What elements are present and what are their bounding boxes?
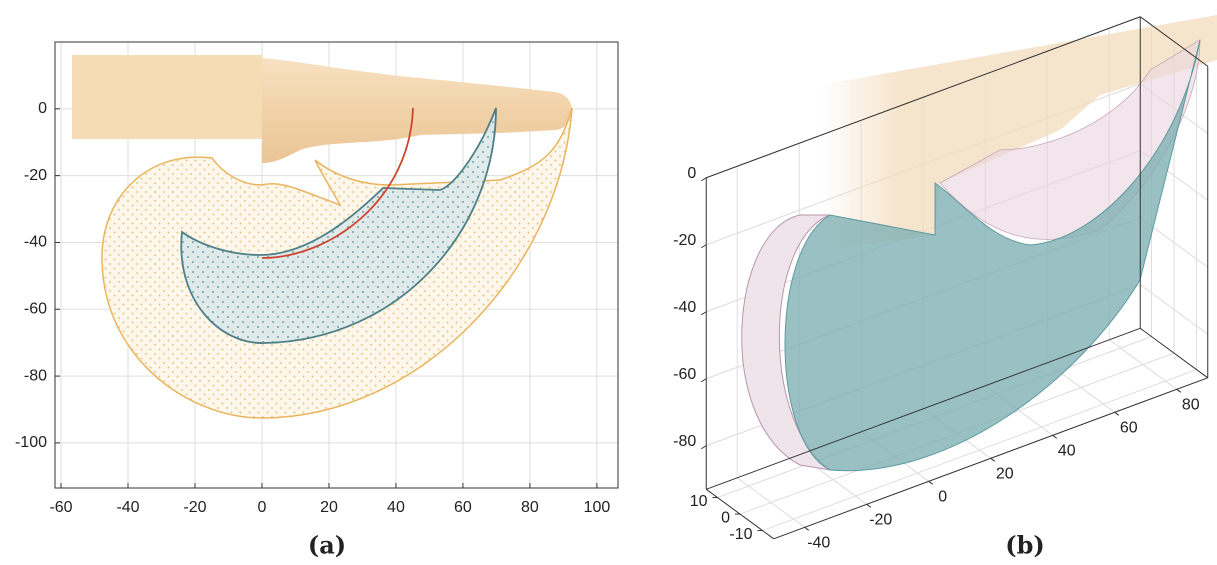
z-tick <box>701 245 706 248</box>
y-tick-label: -20 <box>24 167 47 184</box>
y-tick-label: -60 <box>24 300 47 317</box>
x-tick-label: -40 <box>116 499 139 516</box>
x-tick-label: 40 <box>1058 443 1076 460</box>
x-tick-label: 20 <box>996 466 1014 483</box>
x-tick <box>1115 412 1119 415</box>
x-tick <box>929 481 933 484</box>
x-tick-label: -20 <box>183 499 206 516</box>
x-tick-label: 60 <box>1120 420 1138 437</box>
x-tick <box>1053 435 1057 438</box>
finger-base <box>72 55 262 139</box>
z-tick-label: -80 <box>673 433 696 450</box>
x-tick-label: 80 <box>521 499 539 516</box>
caption: (b) <box>1005 531 1045 560</box>
x-tick-label: 80 <box>1182 397 1200 414</box>
z-tick-label: -20 <box>673 232 696 249</box>
x-tick <box>867 504 871 507</box>
x-tick-label: -60 <box>49 499 72 516</box>
figure: (a) -60-40-200204060801000-20-40-60-80-1… <box>0 0 1217 565</box>
y-tick-label: 10 <box>690 493 708 510</box>
z-tick <box>701 379 706 382</box>
y-tick-label: -80 <box>24 367 47 384</box>
z-tick-label: -60 <box>673 366 696 383</box>
y-tick-label: 0 <box>721 509 730 526</box>
x-tick-label: 100 <box>584 499 611 516</box>
x-tick-label: -20 <box>869 512 892 529</box>
x-tick-label: 0 <box>258 499 267 516</box>
x-tick-label: 0 <box>938 489 947 506</box>
z-tick-label: 0 <box>687 165 696 182</box>
x-tick-label: 40 <box>387 499 405 516</box>
caption: (a) <box>308 531 346 560</box>
y-tick-label: -40 <box>24 234 47 251</box>
z-tick-label: -40 <box>673 299 696 316</box>
panel-a: (a) -60 -40 -20 0 20 40 60 80 100 0 -20 -40 -60 -80 -1… <box>15 42 618 560</box>
z-tick <box>701 312 706 315</box>
x-tick-label: -40 <box>807 535 830 552</box>
x-tick-label: 60 <box>454 499 472 516</box>
y-tick-label: -100 <box>15 434 47 451</box>
x-tick <box>805 527 809 530</box>
x-tick <box>1177 389 1181 392</box>
y-tick-label: -10 <box>729 526 752 543</box>
z-tick <box>701 178 706 181</box>
x-tick-label: 20 <box>320 499 338 516</box>
x-tick <box>991 458 995 461</box>
z-tick <box>701 446 706 449</box>
y-tick-label: 0 <box>38 100 47 117</box>
